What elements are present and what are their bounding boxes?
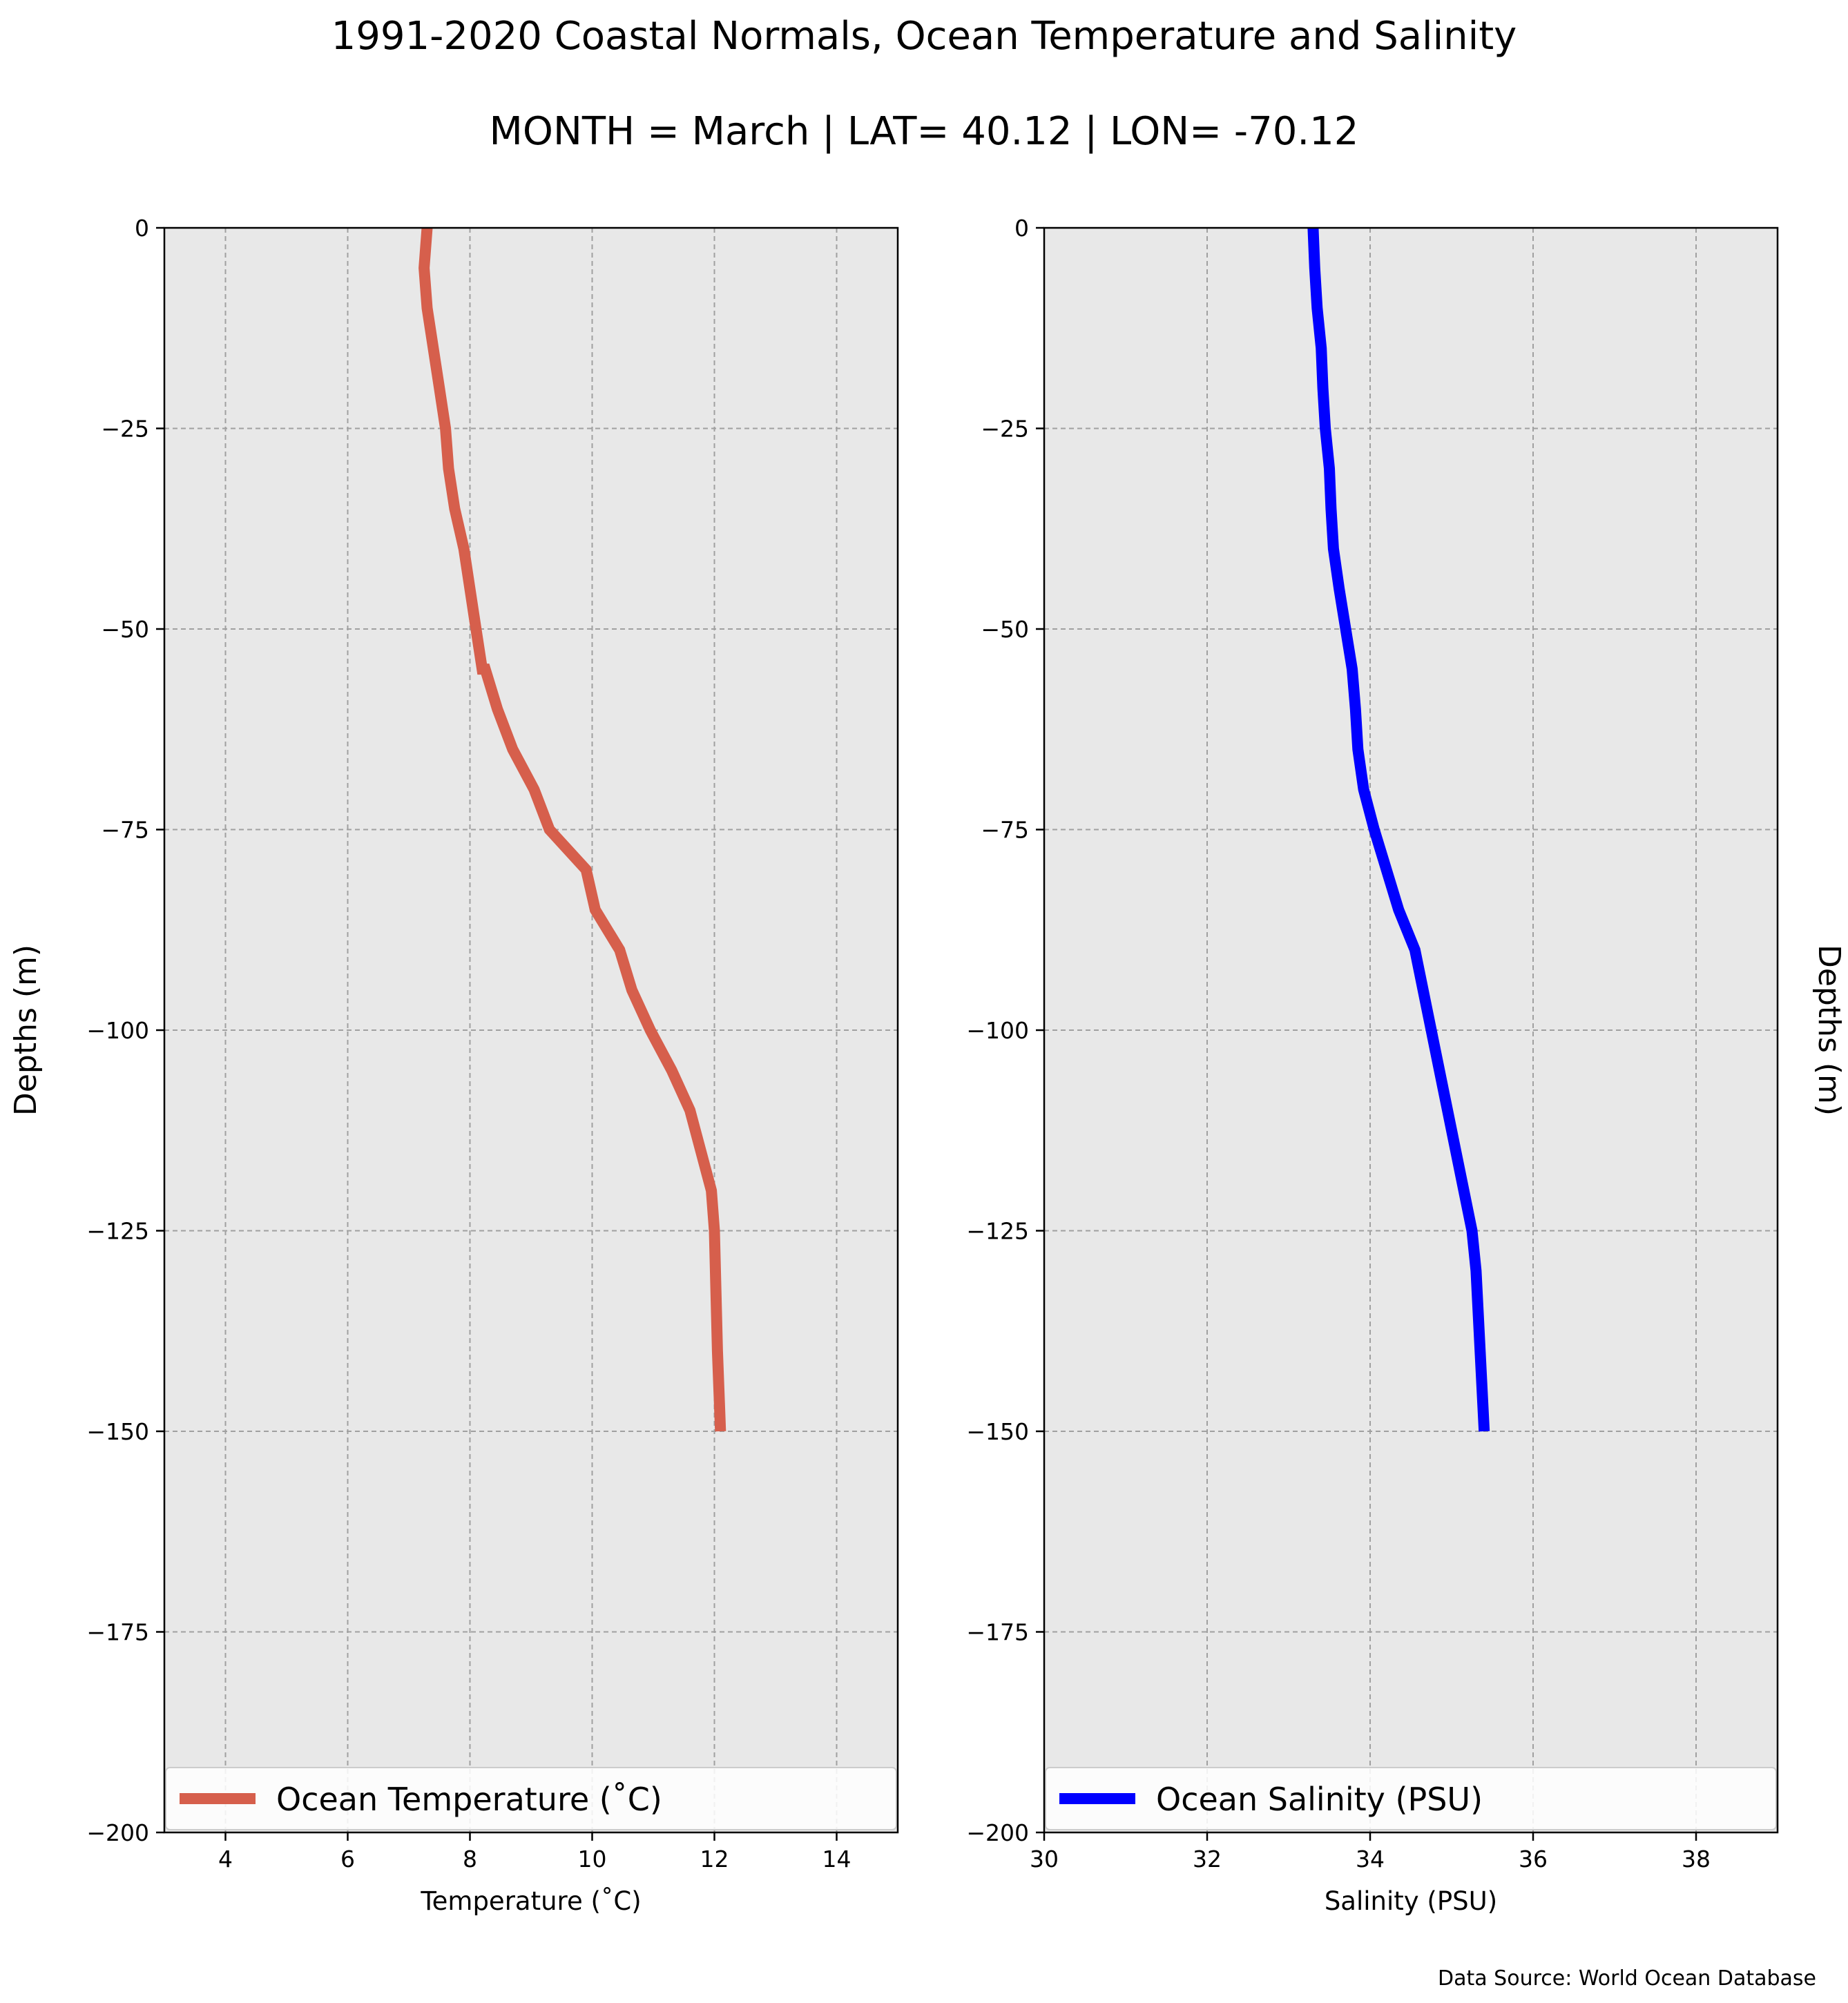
x-tick-label: 38 [1682,1846,1711,1873]
y-tick-label: −25 [101,416,149,443]
y-tick-label: −150 [966,1418,1029,1445]
y-tick-label: −125 [966,1218,1029,1245]
legend-box [1045,1767,1777,1830]
x-tick-label: 34 [1356,1846,1385,1873]
x-tick-label: 30 [1030,1846,1059,1873]
y-tick-label: −175 [86,1619,149,1646]
y-tick-label: −100 [86,1017,149,1044]
legend-box [165,1767,897,1830]
x-tick-label: 32 [1193,1846,1222,1873]
x-tick-label: 6 [340,1846,355,1873]
y-tick-label: −200 [86,1819,149,1846]
x-axis-label: Salinity (PSU) [1325,1886,1497,1916]
y-tick-label: −125 [86,1218,149,1245]
legend-temp: Ocean Temperature (˚C) [165,1767,897,1830]
legend-sal: Ocean Salinity (PSU) [1045,1767,1777,1830]
panel-sal: Ocean Salinity (PSU) 0 −25 −50 −75 −100 −125 −1… [966,215,1847,1916]
y-tick-label: −100 [966,1017,1029,1044]
y-tick-label: −175 [966,1619,1029,1646]
x-tick-label: 36 [1519,1846,1548,1873]
x-tick-label: 8 [463,1846,477,1873]
y-tick-label: 0 [1014,215,1029,242]
x-axis-label: Temperature (˚C) [420,1886,641,1916]
y-axis-label: Depths (m) [1811,945,1847,1116]
panel-temp: Ocean Temperature (˚C) 0 −25 −50 −75 −100 −125… [8,215,899,1916]
legend-label: Ocean Salinity (PSU) [1156,1781,1483,1818]
y-tick-label: −25 [981,416,1029,443]
y-tick-label: −75 [101,817,149,844]
series-line-temp [418,227,726,1432]
y-axis-label: Depths (m) [8,945,44,1116]
y-tick-label: 0 [135,215,149,242]
x-tick-label: 12 [700,1846,729,1873]
data-source-note: Data Source: World Ocean Database [1438,1966,1816,1991]
chart-subtitle: MONTH = March | LAT= 40.12 | LON= -70.12 [489,109,1359,154]
series-line-sal [1307,227,1490,1432]
y-tick-label: −50 [981,616,1029,643]
legend-label: Ocean Temperature (˚C) [276,1781,662,1818]
x-tick-label: 4 [218,1846,233,1873]
chart-title: 1991-2020 Coastal Normals, Ocean Tempera… [331,14,1517,59]
x-tick-label: 14 [822,1846,851,1873]
x-tick-label: 10 [578,1846,607,1873]
y-tick-label: −75 [981,817,1029,844]
y-tick-label: −150 [86,1418,149,1445]
y-tick-label: −200 [966,1819,1029,1846]
y-tick-label: −50 [101,616,149,643]
